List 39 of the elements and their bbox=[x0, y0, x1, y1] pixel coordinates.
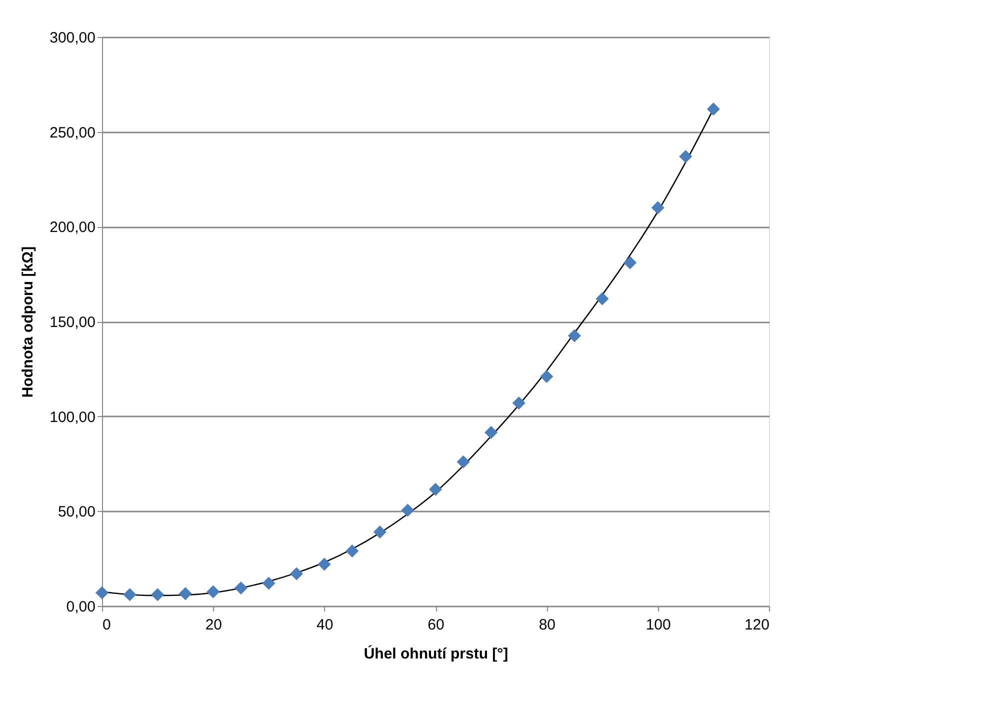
y-tick-label: 50,00 bbox=[58, 504, 96, 521]
point bbox=[95, 586, 109, 600]
point bbox=[484, 426, 498, 439]
x-tick-label: 20 bbox=[205, 616, 222, 634]
point bbox=[679, 150, 692, 164]
point bbox=[373, 526, 386, 539]
y-tick-label: 250,00 bbox=[50, 124, 96, 142]
x-tick-label: 80 bbox=[538, 616, 556, 634]
point bbox=[624, 256, 637, 270]
y-tick-label: 0,00 bbox=[66, 598, 96, 616]
y-tick-label: 100,00 bbox=[50, 408, 96, 426]
point bbox=[596, 292, 609, 306]
point bbox=[234, 581, 248, 594]
point bbox=[651, 201, 664, 214]
y-tick-label: 150,00 bbox=[50, 314, 96, 331]
x-tick-label: 60 bbox=[428, 616, 444, 634]
x-tick-label: 100 bbox=[646, 616, 671, 634]
point bbox=[540, 370, 554, 384]
x-tick-label: 40 bbox=[316, 616, 334, 634]
point bbox=[123, 588, 136, 602]
point bbox=[568, 329, 581, 342]
point bbox=[262, 576, 276, 590]
x-tick-label: 120 bbox=[744, 616, 770, 634]
point bbox=[178, 587, 192, 600]
point bbox=[512, 396, 526, 410]
x-tick-label: 0 bbox=[102, 616, 111, 634]
point bbox=[290, 567, 304, 580]
point bbox=[346, 544, 359, 558]
y-tick-label: 300,00 bbox=[50, 30, 96, 46]
y-tick-label: 200,00 bbox=[50, 219, 96, 236]
x-axis-title: Úhel ohnutí prstu [°] bbox=[364, 644, 508, 662]
point bbox=[401, 504, 414, 517]
point bbox=[151, 588, 164, 602]
point bbox=[318, 558, 331, 571]
point bbox=[428, 482, 442, 496]
point bbox=[206, 585, 220, 598]
point bbox=[456, 455, 470, 468]
point bbox=[706, 102, 720, 116]
y-axis-title: Hodnota odporu [kΩ] bbox=[20, 246, 37, 398]
